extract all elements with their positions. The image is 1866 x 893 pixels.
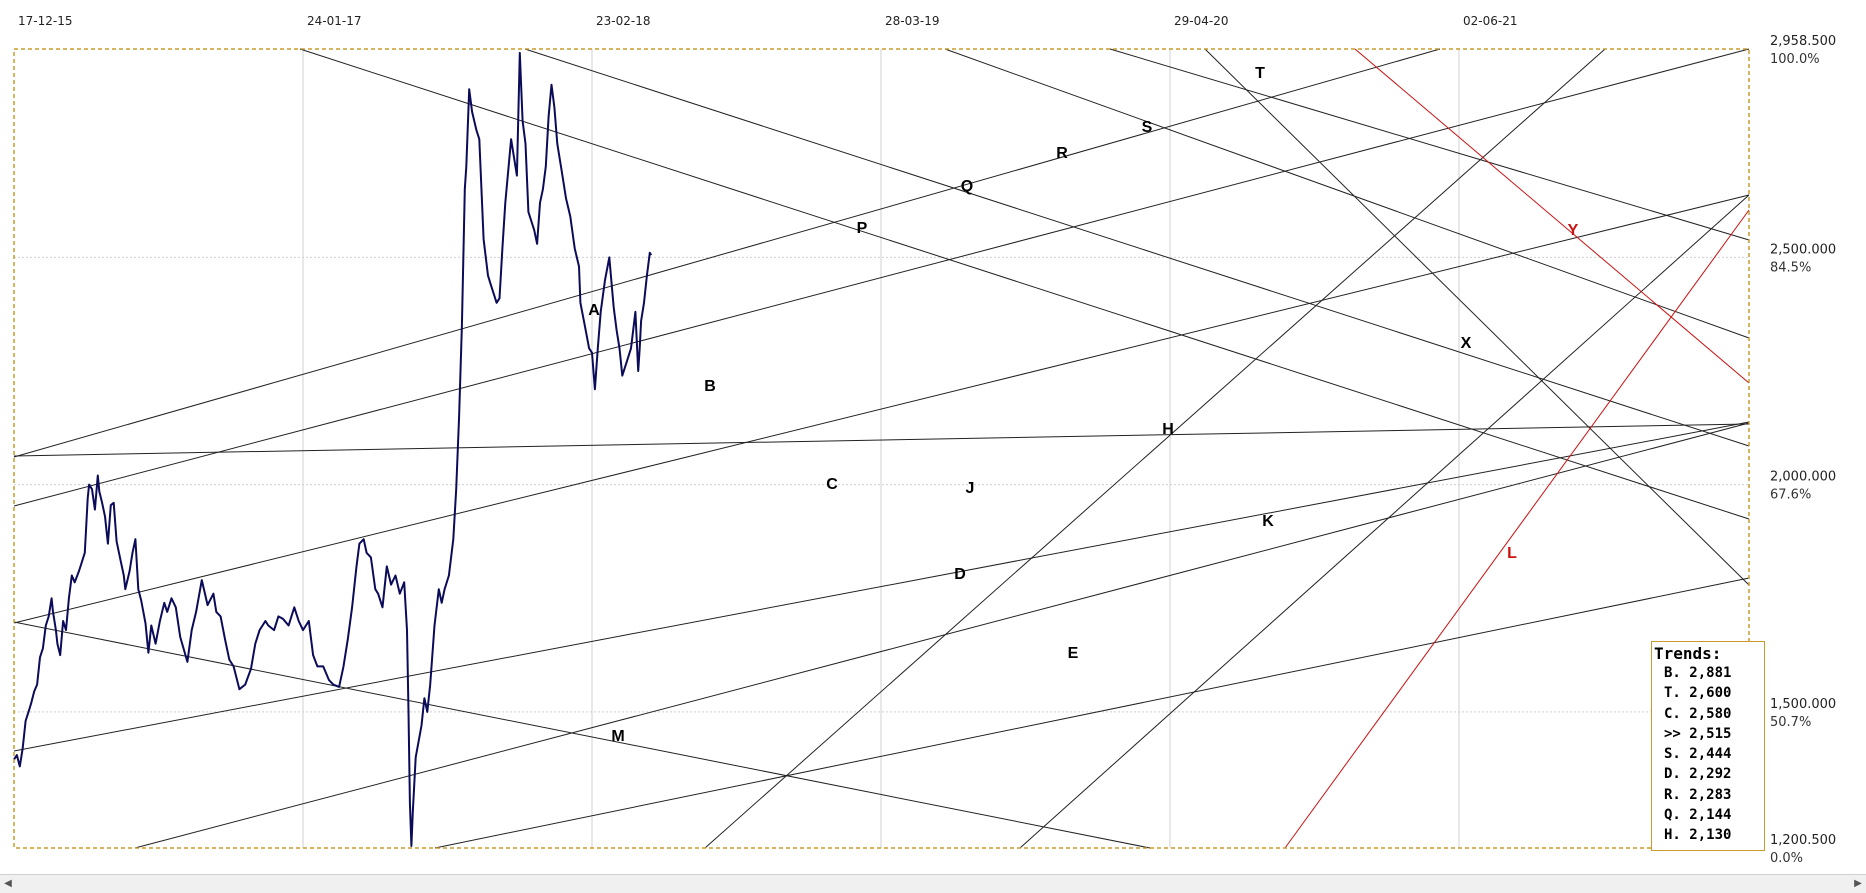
trendline-label: T: [1255, 65, 1265, 82]
trend-value: 2,881: [1689, 665, 1732, 681]
trend-row: R. 2,283: [1652, 785, 1764, 805]
trendline: [13, 48, 1441, 458]
date-tick-label: 23-02-18: [596, 14, 650, 28]
price-tick-label: 2,000.000: [1770, 470, 1836, 485]
trend-key: H.: [1664, 827, 1681, 844]
trendline: [13, 194, 1750, 624]
trend-key: Q.: [1664, 807, 1681, 824]
date-tick-label: 24-01-17: [307, 14, 361, 28]
trend-key: B.: [1664, 665, 1681, 681]
trendline-label: P: [857, 220, 868, 237]
trendline-label: R: [1056, 145, 1068, 162]
trendline: [1354, 48, 1750, 384]
trend-key: T.: [1664, 685, 1681, 702]
price-tick-label: 1,200.500: [1770, 833, 1836, 848]
trendline: [1109, 48, 1750, 241]
trendline-label: S: [1142, 119, 1153, 136]
price-axis: 2,958.500 100.0% 2,500.000 84.5% 2,000.000 67…: [1770, 34, 1836, 866]
trend-row: Q. 2,144: [1652, 805, 1764, 825]
trendline-label: Q: [961, 178, 973, 195]
trend-row: T. 2,600: [1652, 683, 1764, 703]
percent-tick-label: 84.5%: [1770, 260, 1811, 275]
price-tick-label: 1,500.000: [1770, 697, 1836, 712]
trend-value: 2,144: [1689, 807, 1732, 824]
trend-key: C.: [1664, 705, 1681, 722]
trendline: [524, 48, 1750, 447]
percent-tick-label: 100.0%: [1770, 52, 1820, 67]
price-tick-label: 2,500.000: [1770, 242, 1836, 257]
trendline-label: Y: [1568, 222, 1579, 239]
trendline: [13, 621, 1151, 849]
trendline-label: E: [1068, 645, 1079, 662]
trendline: [13, 423, 1750, 457]
date-tick-label: 02-06-21: [1463, 14, 1517, 28]
trendline-label: C: [826, 476, 838, 493]
percent-tick-label: 67.6%: [1770, 488, 1811, 503]
trend-value: 2,515: [1689, 725, 1732, 742]
price-series-layer: [13, 51, 653, 847]
trendline-label: K: [1262, 513, 1274, 530]
trend-value: 2,580: [1689, 705, 1732, 722]
trend-key: R.: [1664, 786, 1681, 803]
date-tick-label: 17-12-15: [18, 14, 72, 28]
trendline-label: D: [954, 566, 966, 583]
trend-key: D.: [1664, 766, 1681, 783]
trends-title: Trends:: [1654, 644, 1722, 663]
trendline-label: X: [1461, 335, 1472, 352]
trendline-label: B: [704, 378, 716, 395]
date-tick-label: 28-03-19: [885, 14, 939, 28]
trendline: [13, 48, 1750, 507]
percent-tick-label: 0.0%: [1770, 851, 1803, 866]
price-series-line: [13, 51, 653, 847]
price-tick-label: 2,958.500: [1770, 34, 1836, 49]
trends-panel: Trends: B. 2,881 T. 2,600 C. 2,580 >> 2,515…: [1651, 641, 1765, 851]
arrow-left-icon[interactable]: ◀: [4, 878, 12, 889]
date-axis: 17-12-15 24-01-17 23-02-18 28-03-19 29-04-20…: [18, 14, 1517, 28]
percent-tick-label: 50.7%: [1770, 715, 1811, 730]
trend-value: 2,600: [1689, 685, 1732, 702]
date-tick-label: 29-04-20: [1174, 14, 1228, 28]
trendline: [1019, 194, 1750, 849]
trend-row: C. 2,580: [1652, 704, 1764, 724]
trendline: [1284, 209, 1750, 849]
grid-layer: [14, 49, 1749, 848]
trendline-label: H: [1162, 421, 1174, 438]
trend-value: 2,130: [1689, 827, 1732, 844]
trend-row: B. 2,881: [1652, 663, 1764, 683]
trendline-label: A: [588, 302, 600, 319]
trendline: [704, 48, 1606, 849]
trendline-label: J: [966, 480, 975, 497]
trendline: [13, 421, 1750, 752]
trendline-label: L: [1507, 545, 1517, 562]
trendline-letter-layer: A B C D E H J K M P Q R S T X Y L: [588, 65, 1578, 745]
trendline: [299, 48, 1750, 520]
trendline: [134, 422, 1750, 849]
trendline: [434, 577, 1750, 849]
trendline: [1204, 48, 1750, 586]
horizontal-scrollbar[interactable]: ◀ ▶: [0, 874, 1866, 893]
arrow-right-icon[interactable]: ▶: [1854, 878, 1862, 889]
trend-value: 2,444: [1689, 746, 1732, 763]
trends-list: B. 2,881 T. 2,600 C. 2,580 >> 2,515 S. 2,444…: [1652, 663, 1764, 846]
trendline: [944, 48, 1750, 339]
trendline-layer: [13, 48, 1750, 849]
trend-row: H. 2,130: [1652, 825, 1764, 845]
trend-key: >>: [1664, 725, 1681, 742]
trend-row: >> 2,515: [1652, 724, 1764, 744]
trendline-label: M: [611, 728, 624, 745]
trend-value: 2,292: [1689, 766, 1732, 783]
trend-row: D. 2,292: [1652, 764, 1764, 784]
trend-row: S. 2,444: [1652, 744, 1764, 764]
price-chart: A B C D E H J K M P Q R S T X Y L 17-12-15 24-01-17 23-02-…: [13, 14, 1836, 866]
trend-key: S.: [1664, 746, 1681, 763]
trend-value: 2,283: [1689, 786, 1732, 803]
